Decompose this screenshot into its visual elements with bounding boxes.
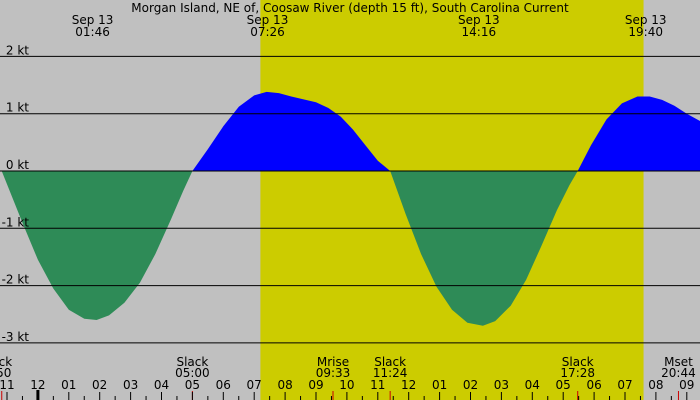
x-tick-label: 09 <box>679 378 694 392</box>
chart-title: Morgan Island, NE of, Coosaw River (dept… <box>131 1 569 15</box>
x-tick-label: 03 <box>123 378 138 392</box>
top-date-label: Sep 13 <box>458 13 500 27</box>
x-tick-label: 04 <box>525 378 540 392</box>
event-time-label: 05:00 <box>175 366 210 380</box>
top-date-label: Sep 13 <box>72 13 114 27</box>
event-name-label: Mset <box>664 355 693 369</box>
event-time-label: :50 <box>0 366 11 380</box>
y-tick-label: 2 kt <box>6 43 29 57</box>
y-tick-label: -3 kt <box>2 330 30 344</box>
event-name-label: ack <box>0 355 12 369</box>
x-tick-label: 01 <box>61 378 76 392</box>
x-tick-label: 08 <box>277 378 292 392</box>
top-time-label: 19:40 <box>628 25 663 39</box>
x-tick-label: 11 <box>0 378 15 392</box>
top-date-label: Sep 13 <box>247 13 289 27</box>
x-tick-label: 08 <box>648 378 663 392</box>
flood-current-area-1 <box>192 91 391 171</box>
top-date-label: Sep 13 <box>625 13 667 27</box>
x-tick-label: 02 <box>92 378 107 392</box>
event-name-label: Slack <box>176 355 208 369</box>
x-tick-label: 06 <box>586 378 601 392</box>
event-time-label: 11:24 <box>373 366 408 380</box>
event-name-label: Slack <box>562 355 594 369</box>
x-tick-label: 04 <box>154 378 169 392</box>
top-time-label: 14:16 <box>462 25 497 39</box>
x-axis: 11 12 01 02 03 04 05 06 07 08 09 10 11 12 01 02 03 04 05 06… <box>0 378 694 400</box>
y-tick-label: 1 kt <box>6 101 29 115</box>
x-tick-label: 10 <box>339 378 354 392</box>
x-tick-label: 03 <box>494 378 509 392</box>
x-tick-label: 09 <box>308 378 323 392</box>
event-name-label: Mrise <box>317 355 349 369</box>
x-tick-label: 12 <box>401 378 416 392</box>
x-tick-label: 05 <box>185 378 200 392</box>
x-tick-label: 01 <box>432 378 447 392</box>
event-time-label: 09:33 <box>316 366 351 380</box>
x-tick-label: 11 <box>370 378 385 392</box>
ebb-current-area-0 <box>1 171 193 320</box>
x-tick-label: 06 <box>216 378 231 392</box>
event-labels: ack:50Slack05:00Mrise09:33Slack11:24Slac… <box>0 355 696 400</box>
x-tick-label: 07 <box>247 378 262 392</box>
x-tick-label: 12 <box>30 378 45 392</box>
flood-current-area-3 <box>577 96 700 171</box>
event-name-label: Slack <box>374 355 406 369</box>
ebb-current-area-2 <box>390 171 578 326</box>
x-tick-label: 02 <box>463 378 478 392</box>
y-tick-label: -1 kt <box>2 215 30 229</box>
y-tick-label: 0 kt <box>6 158 29 172</box>
top-time-label: 01:46 <box>75 25 110 39</box>
y-tick-label: -2 kt <box>2 273 30 287</box>
x-tick-label: 05 <box>556 378 571 392</box>
grid-layer: 2 kt 1 kt 0 kt -1 kt -2 kt -3 kt <box>0 43 700 344</box>
x-tick-label: 07 <box>617 378 632 392</box>
top-time-label: 07:26 <box>250 25 285 39</box>
current-area-layer <box>1 91 700 326</box>
event-time-label: 17:28 <box>560 366 595 380</box>
event-time-label: 20:44 <box>661 366 696 380</box>
